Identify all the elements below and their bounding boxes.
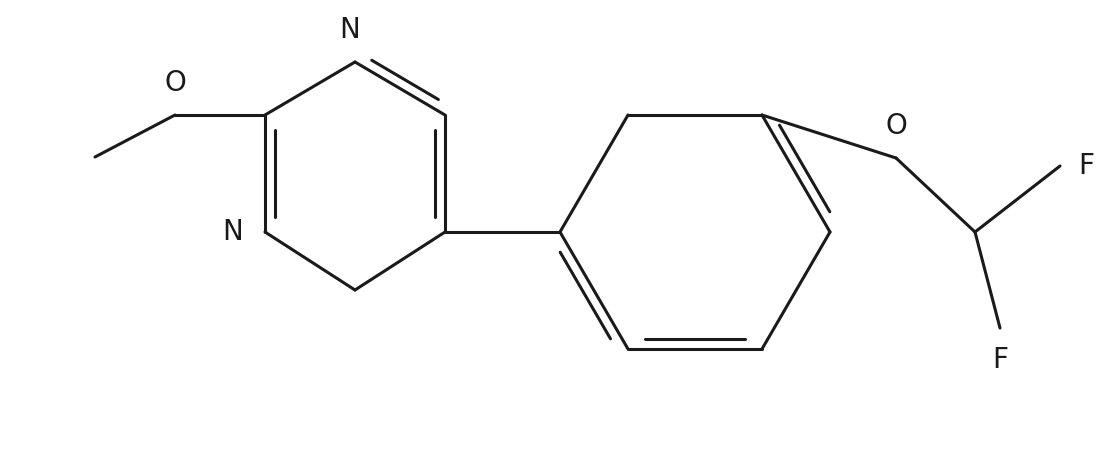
Text: N: N	[339, 16, 361, 44]
Text: N: N	[223, 218, 243, 246]
Text: F: F	[992, 346, 1008, 374]
Text: F: F	[1078, 152, 1094, 180]
Text: O: O	[885, 112, 907, 140]
Text: O: O	[164, 69, 186, 97]
